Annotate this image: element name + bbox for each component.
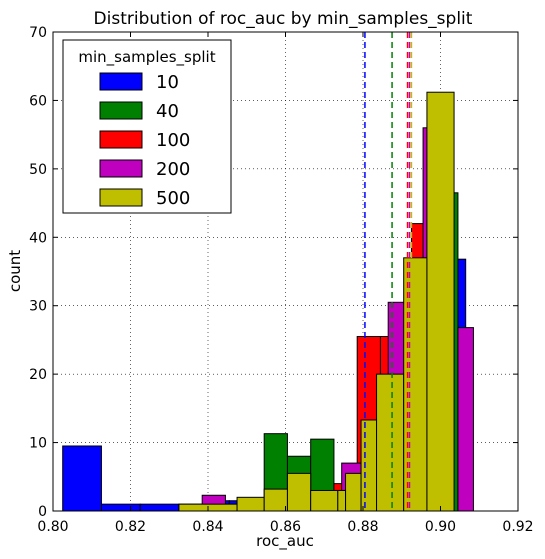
bar-10: [100, 503, 141, 512]
bar-500: [236, 496, 265, 512]
ticks-layer: 0.80 0.82 0.84 0.86 0.88 0.90 0.92 0 10 20 30 40 50 6…: [29, 25, 533, 535]
bar-500: [310, 489, 339, 512]
y-tick-label: 30: [29, 299, 47, 315]
legend-label-200: 200: [156, 159, 190, 180]
y-tick-label: 60: [29, 93, 47, 109]
y-tick-label: 70: [29, 25, 47, 41]
bar-500: [286, 472, 312, 512]
bar-500: [337, 489, 347, 512]
x-tick-label: 0.82: [115, 519, 146, 535]
legend-label-40: 40: [156, 101, 179, 122]
bar-10: [139, 503, 180, 512]
x-tick-label: 0.88: [347, 519, 378, 535]
legend-label-10: 10: [156, 72, 179, 93]
bar-200: [457, 327, 474, 512]
bar-500: [360, 419, 378, 512]
y-tick-label: 0: [38, 504, 47, 520]
x-tick-label: 0.84: [192, 519, 223, 535]
legend-swatch-200: [99, 159, 143, 178]
legend-label-500: 500: [156, 188, 190, 209]
legend-box: [62, 39, 232, 214]
x-tick-label: 0.80: [37, 519, 68, 535]
y-tick-label: 10: [29, 436, 47, 452]
y-tick-label: 40: [29, 230, 47, 246]
x-tick-label: 0.92: [502, 519, 533, 535]
legend: min_samples_split 10 40 100 200 500: [62, 39, 232, 214]
legend-swatch-40: [99, 101, 143, 120]
bar-500: [376, 373, 405, 512]
legend-title: min_samples_split: [78, 48, 215, 67]
bar-10: [62, 445, 102, 512]
bar-500: [263, 488, 288, 512]
legend-swatch-500: [99, 188, 143, 207]
bar-500: [426, 91, 455, 512]
legend-label-100: 100: [156, 130, 190, 151]
x-tick-label: 0.90: [425, 519, 456, 535]
bars-layer: [62, 91, 474, 512]
chart-title: Distribution of roc_auc by min_samples_s…: [94, 9, 473, 29]
y-tick-label: 50: [29, 162, 47, 178]
x-axis-label: roc_auc: [256, 532, 314, 551]
y-axis-label: count: [6, 250, 24, 292]
bar-500: [345, 472, 362, 512]
legend-swatch-100: [99, 130, 143, 149]
x-tick-label: 0.86: [270, 519, 301, 535]
y-tick-label: 20: [29, 367, 47, 383]
legend-swatch-10: [99, 72, 143, 91]
